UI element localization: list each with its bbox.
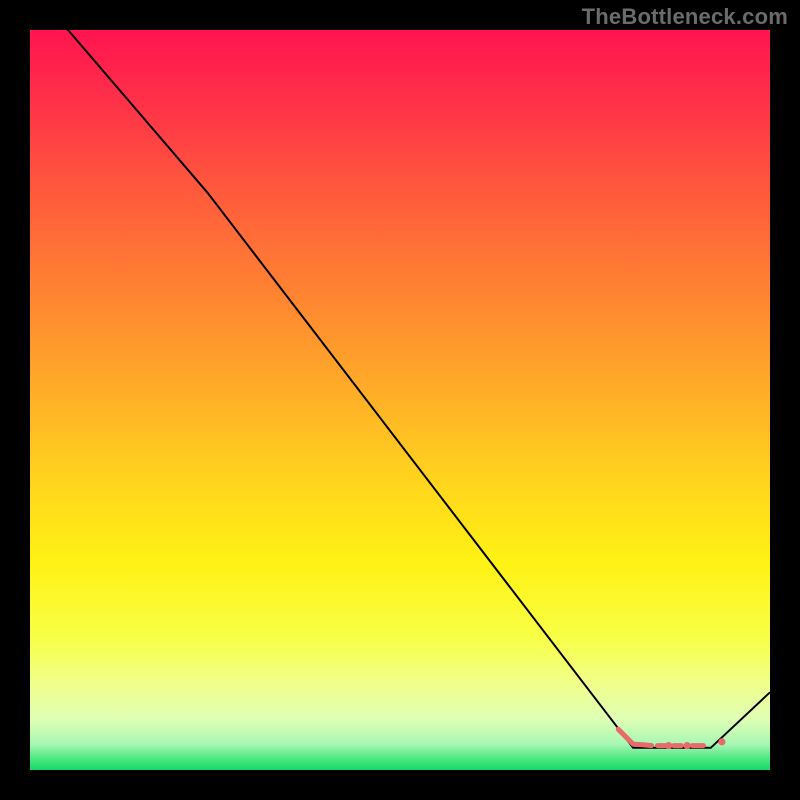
highlight-dashes <box>644 745 703 746</box>
bottleneck-chart <box>0 0 800 800</box>
plot-gradient-background <box>30 30 770 770</box>
watermark-text: TheBottleneck.com <box>582 4 788 30</box>
